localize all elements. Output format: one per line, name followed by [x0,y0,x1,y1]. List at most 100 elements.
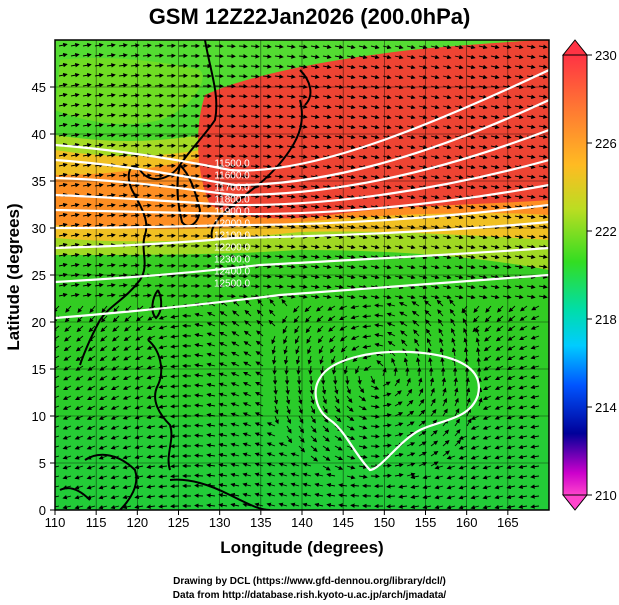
y-tick-label: 10 [32,409,46,424]
wind-arrow [206,423,216,428]
wind-arrow [271,335,276,345]
contour-label: 12400.0 [214,266,251,277]
wind-arrow [110,495,120,500]
wind-arrow [70,132,80,138]
wind-arrow [98,415,108,420]
x-tick-label: 145 [332,515,354,530]
y-tick-label: 45 [32,80,46,95]
wind-arrow [154,193,164,198]
wind-arrow [75,375,84,381]
wind-arrow [113,305,120,313]
wind-arrow [262,64,272,69]
wind-arrow [134,484,144,490]
wind-arrow [118,133,128,138]
wind-arrow [254,462,264,467]
wind-arrow [110,445,120,450]
wind-arrow [262,264,272,269]
wind-arrow [82,282,92,288]
wind-arrow [282,315,288,324]
wind-arrow [242,432,252,437]
wind-arrow [286,264,296,269]
wind-arrow [218,342,228,347]
wind-arrow [98,405,108,410]
wind-arrow [286,224,296,229]
wind-arrow [158,464,168,469]
wind-arrow [286,184,296,189]
wind-arrow [274,64,284,69]
wind-arrow [262,164,272,169]
wind-arrow [274,174,284,179]
wind-arrow [250,274,260,279]
wind-arrow [262,94,272,99]
wind-arrow [146,365,156,370]
wind-arrow [238,144,248,149]
wind-arrow [262,274,272,279]
wind-arrow [154,213,164,218]
wind-arrow [99,345,108,352]
wind-arrow [142,53,152,58]
wind-arrow [70,262,80,268]
wind-arrow [82,92,92,98]
wind-arrow [206,493,216,498]
wind-arrow [118,93,128,98]
wind-arrow [158,444,168,449]
y-tick-label: 30 [32,221,46,236]
wind-arrow [250,114,260,119]
wind-arrow [286,154,296,159]
wind-arrow [87,345,96,352]
wind-arrow [218,442,228,448]
wind-arrow [106,233,116,238]
wind-arrow [274,264,284,269]
wind-arrow [170,364,180,369]
wind-arrow [194,343,204,348]
wind-arrow [230,372,240,377]
wind-arrow [134,355,144,360]
y-tick-label: 35 [32,174,46,189]
wind-arrow [286,174,296,179]
wind-arrow [122,455,132,460]
wind-arrow [82,162,92,168]
wind-arrow [170,394,180,399]
wind-arrow [194,383,204,388]
wind-arrow [286,204,296,209]
wind-arrow [70,212,80,218]
wind-arrow [99,365,108,371]
wind-arrow [62,455,72,460]
wind-arrow [154,63,164,68]
wind-arrow [194,433,204,438]
wind-arrow [262,244,272,249]
wind-arrow [170,424,180,429]
wind-arrow [250,44,260,49]
wind-arrow [86,475,96,480]
wind-arrow [142,133,152,138]
wind-arrow [218,462,228,468]
wind-arrow [278,462,288,467]
wind-arrow [82,122,92,128]
wind-arrow [82,132,92,138]
x-tick-label: 130 [209,515,231,530]
wind-arrow [255,340,264,347]
wind-arrow [278,482,288,487]
wind-arrow [118,113,128,118]
wind-arrow [106,153,116,158]
wind-arrow [230,472,240,478]
wind-arrow [286,274,296,279]
wind-arrow [98,475,108,480]
wind-arrow [134,385,144,390]
wind-arrow [82,222,92,228]
contour-label: 11800.0 [214,194,250,205]
wind-arrow [238,274,248,279]
wind-arrow [242,392,252,397]
wind-arrow [206,503,216,508]
wind-arrow [298,164,308,169]
wind-arrow [100,335,108,342]
wind-arrow [281,299,288,307]
wind-arrow [58,52,68,58]
wind-arrow [118,43,128,48]
wind-arrow [194,322,204,328]
wind-arrow [230,442,240,447]
wind-arrow [134,365,144,370]
wind-arrow [255,361,264,367]
wind-arrow [123,355,132,361]
wind-arrow [58,212,68,218]
